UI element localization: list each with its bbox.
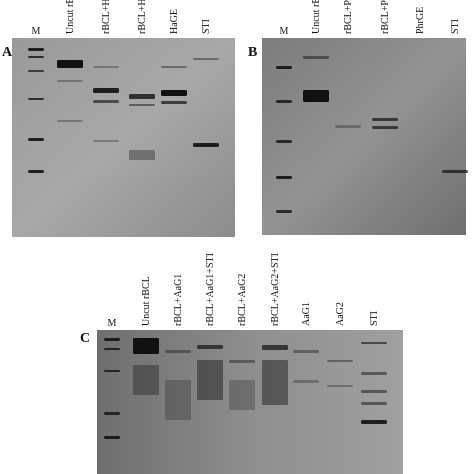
gel-band (372, 118, 398, 121)
gel-band (335, 125, 361, 128)
lane-label: rBCL+PhrGE+STI (380, 0, 391, 34)
panel-label: A (2, 45, 13, 60)
gel-band (327, 360, 353, 362)
gel-band (129, 94, 155, 99)
panel-label: C (80, 331, 90, 346)
gel-band (165, 350, 191, 353)
gel-band (161, 101, 187, 104)
gel-band (93, 100, 119, 103)
lane-label: STI (369, 311, 380, 326)
lane-label: rBCL+HaGE (101, 0, 112, 34)
gel-band (303, 90, 329, 102)
gel-band (361, 390, 387, 393)
gel-band (104, 348, 120, 350)
gel-band (104, 338, 120, 341)
gel-band (129, 150, 155, 160)
lane-label: rBCL+PhrGE (343, 0, 354, 34)
gel-band (361, 402, 387, 405)
gel-band (276, 210, 292, 213)
gel-band (93, 88, 119, 93)
gel-band (28, 56, 44, 58)
gel-band (161, 90, 187, 96)
lane-label: M (32, 26, 41, 37)
gel-band (276, 100, 292, 103)
gel-band (229, 360, 255, 363)
lane-label: AaG2 (335, 302, 346, 326)
gel-band (28, 48, 44, 51)
lane-label: M (280, 26, 289, 37)
gel-band (93, 140, 119, 142)
gel-band (104, 412, 120, 415)
gel-band (28, 70, 44, 72)
lane-label: Uncut rBCL (141, 276, 152, 326)
gel-band (57, 60, 83, 68)
gel-band (197, 345, 223, 349)
lane-label: Uncut rBCL (311, 0, 322, 34)
gel-band (129, 104, 155, 106)
lane-label: rBCL+AaG2+STI (270, 253, 281, 326)
gel-band (57, 120, 83, 122)
gel-band (193, 143, 219, 147)
gel-band (165, 380, 191, 420)
gel-band (104, 370, 120, 372)
gel-band (197, 360, 223, 400)
gel-b (262, 38, 466, 235)
gel-band (193, 58, 219, 60)
gel-band (372, 126, 398, 129)
gel-band (28, 138, 44, 141)
bands (28, 48, 468, 439)
gel-band (161, 66, 187, 68)
lane-label: STI (450, 19, 461, 34)
lane-label: PhrGE (415, 7, 426, 34)
gel-band (262, 345, 288, 350)
gel-band (276, 140, 292, 143)
gel-band (93, 66, 119, 68)
gel-band (133, 365, 159, 395)
labels: A M Uncut rBCL rBCL+HaGE rBCL+HaGE+STI HaGE ST… (2, 0, 461, 346)
gel-band (276, 66, 292, 69)
panel-label: B (248, 45, 257, 60)
gel-band (133, 338, 159, 354)
gel-band (293, 350, 319, 353)
gel-band (28, 98, 44, 100)
gel-band (442, 170, 468, 173)
gel-band (361, 342, 387, 344)
lane-label: AaG1 (301, 302, 312, 326)
gel-band (57, 80, 83, 82)
gel-a (12, 38, 235, 237)
gel-band (262, 360, 288, 405)
lane-label: rBCL+AaG2 (237, 274, 248, 326)
lane-label: M (108, 318, 117, 329)
lane-label: Uncut rBCL (65, 0, 76, 34)
gel-band (229, 380, 255, 410)
gel-band (303, 56, 329, 59)
lane-label: rBCL+AaG1+STI (205, 253, 216, 326)
gel-band (327, 385, 353, 387)
lane-label: STI (201, 19, 212, 34)
lane-label: rBCL+AaG1 (173, 274, 184, 326)
gel-band (104, 436, 120, 439)
gel-band (361, 420, 387, 424)
gel-band (28, 170, 44, 173)
gel-band (361, 372, 387, 375)
lane-label: rBCL+HaGE+STI (137, 0, 148, 34)
gel-band (293, 380, 319, 383)
gel-band (276, 176, 292, 179)
lane-label: HaGE (169, 9, 180, 34)
